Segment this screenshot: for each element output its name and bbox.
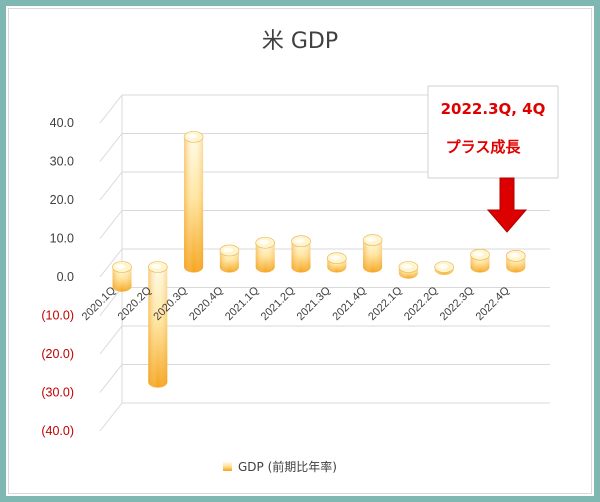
bar [326, 252, 347, 273]
bar-shade [148, 267, 168, 388]
x-axis: 2020.1Q2020.2Q2020.3Q2020.4Q2021.1Q2021.… [80, 284, 512, 323]
bar [183, 131, 204, 273]
gridline-depth [99, 94, 123, 124]
bar-shade [255, 242, 275, 273]
bar-cap-highlight [437, 264, 448, 269]
bar-cap-highlight [151, 264, 162, 269]
chart-area-border [8, 8, 592, 494]
bar-shade [363, 240, 383, 273]
chart-title: 米 GDP [262, 29, 338, 54]
y-tick-label: 10.0 [50, 232, 74, 246]
bar-shade [291, 241, 311, 273]
bar [255, 236, 276, 273]
x-tick-label: 2021.3Q [295, 284, 334, 323]
bar-cap-highlight [222, 247, 234, 253]
y-axis: 40.0 30.0 20.0 10.0 0.0 (10.0) (20.0) (30.0) (40… [41, 116, 74, 438]
bar [112, 261, 132, 292]
y-tick-label: 20.0 [50, 193, 74, 207]
bar [362, 234, 383, 273]
bar [398, 261, 419, 279]
down-arrow-icon [486, 177, 528, 233]
x-tick-label: 2022.2Q [402, 284, 441, 323]
gridline-depth [99, 248, 123, 278]
legend-swatch [223, 462, 232, 471]
y-tick-label: (40.0) [41, 424, 74, 438]
x-tick-label: 2020.1Q [80, 284, 119, 323]
bar-cap-highlight [509, 252, 520, 258]
y-tick-label: 40.0 [50, 116, 74, 130]
bars [112, 131, 526, 388]
bar-cap-highlight [401, 264, 413, 269]
gridline-depth [99, 402, 123, 432]
x-tick-label: 2021.1Q [223, 284, 262, 323]
gridline-depth [99, 287, 123, 316]
gridline-depth [99, 133, 123, 162]
bar-cap-highlight [473, 251, 484, 257]
annotation-line-1: 2022.3Q, 4Q [441, 100, 546, 118]
bar [434, 261, 455, 275]
y-tick-label: (30.0) [41, 386, 74, 400]
gridline-depth [99, 364, 123, 393]
y-tick-label: 30.0 [50, 155, 74, 169]
bar-cap-highlight [365, 237, 377, 243]
gridline-depth [99, 325, 123, 355]
y-tick-label: (10.0) [41, 309, 74, 323]
bar [148, 261, 168, 388]
bar [505, 250, 526, 273]
bar-cap-highlight [330, 255, 341, 261]
y-tick-label: (20.0) [41, 347, 74, 361]
bar-cap-highlight [186, 133, 198, 139]
bar-cap-highlight [258, 239, 269, 245]
x-tick-label: 2022.4Q [474, 284, 513, 323]
annotation-box [427, 85, 559, 179]
bar-cap-highlight [294, 238, 305, 244]
bar-shade [112, 267, 132, 292]
x-tick-label: 2021.2Q [259, 284, 298, 323]
bar-shade [184, 136, 204, 273]
legend-label: GDP (前期比年率) [238, 459, 337, 474]
x-tick-label: 2022.1Q [366, 284, 405, 323]
y-tick-label: 0.0 [57, 270, 74, 284]
bar [291, 235, 311, 273]
x-tick-label: 2021.4Q [330, 284, 369, 323]
bar-shade [219, 250, 239, 273]
bar [470, 248, 490, 273]
bar-cap-highlight [115, 264, 126, 269]
gridline-depth [99, 210, 123, 239]
annotation-line-2: プラス成長 [446, 138, 522, 156]
bar [219, 244, 240, 273]
x-tick-label: 2020.4Q [187, 284, 226, 323]
x-tick-label: 2022.3Q [438, 284, 477, 323]
gridline-depth [99, 171, 123, 201]
